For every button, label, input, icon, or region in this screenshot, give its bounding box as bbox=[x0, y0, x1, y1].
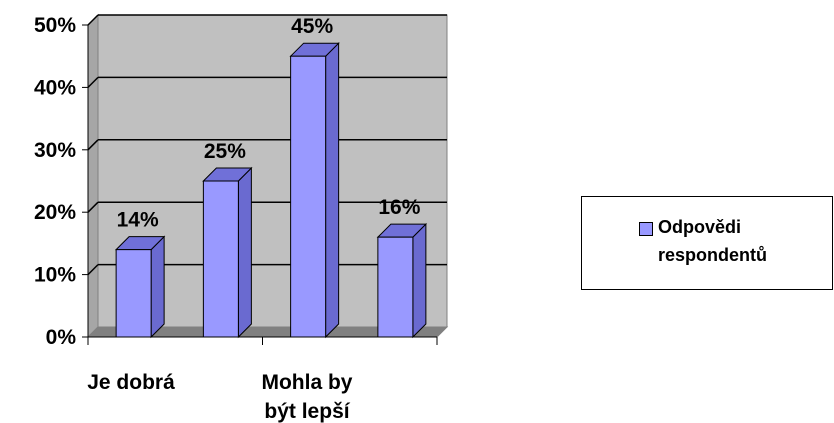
gridline-side bbox=[87, 139, 99, 151]
bar-side bbox=[150, 235, 165, 339]
bar-front bbox=[377, 236, 414, 338]
y-tick-label: 0% bbox=[46, 326, 77, 349]
gridline-side bbox=[87, 76, 99, 88]
bar bbox=[376, 222, 428, 339]
bar-front bbox=[202, 180, 239, 338]
x-tick-label: Je dobrá bbox=[87, 371, 175, 394]
x-tick-label: Mohla by bbox=[261, 371, 352, 394]
data-label: 25% bbox=[204, 140, 246, 163]
y-tick-label: 40% bbox=[34, 76, 76, 99]
gridline-side bbox=[87, 14, 99, 26]
y-tick-label: 30% bbox=[34, 139, 76, 162]
bars bbox=[114, 41, 428, 339]
legend: Odpovědi respondentů bbox=[581, 196, 833, 290]
bar bbox=[289, 41, 340, 339]
legend-swatch bbox=[639, 222, 653, 236]
y-tick-label: 20% bbox=[34, 201, 76, 224]
bar bbox=[114, 235, 166, 339]
bar bbox=[202, 166, 253, 339]
legend-label: Odpovědi respondentů bbox=[658, 213, 828, 269]
gridline-side bbox=[87, 201, 99, 213]
y-tick-label: 50% bbox=[34, 14, 76, 37]
gridline-side bbox=[87, 264, 99, 276]
data-label: 45% bbox=[291, 15, 333, 38]
y-tick-label: 10% bbox=[34, 264, 76, 287]
side-wall bbox=[87, 13, 99, 339]
bar-side bbox=[412, 222, 427, 339]
bar-side bbox=[237, 166, 252, 339]
data-label: 16% bbox=[378, 196, 420, 219]
x-tick-label: být lepší bbox=[264, 400, 350, 423]
legend-label-line-2: respondentů bbox=[658, 245, 768, 265]
data-labels: 14% 25% 45% 16% bbox=[117, 15, 421, 231]
bar-front bbox=[115, 249, 152, 338]
bar-side bbox=[325, 41, 340, 339]
x-axis: Je dobrá Mohla by být lepší bbox=[87, 336, 438, 423]
bar-front bbox=[290, 55, 327, 338]
data-label: 14% bbox=[117, 209, 159, 232]
legend-label-line-1: Odpovědi bbox=[658, 217, 742, 237]
y-axis: 0% 10% 20% 30% 40% 50% bbox=[34, 14, 89, 349]
